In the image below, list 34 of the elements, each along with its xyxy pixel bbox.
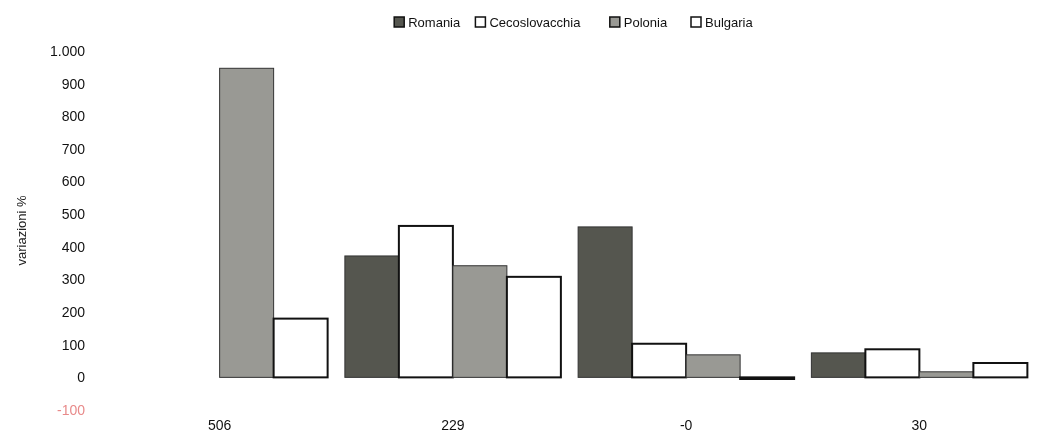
y-tick-label: 200 <box>61 303 86 320</box>
y-tick-label: 500 <box>61 206 86 223</box>
bar <box>219 67 275 378</box>
legend-label: Cecoslovacchia <box>489 14 582 30</box>
bar <box>344 255 400 378</box>
y-tick-label: 0 <box>77 369 86 386</box>
y-tick-label: 400 <box>61 238 86 255</box>
y-tick-label: 600 <box>61 173 86 190</box>
y-tick-label: 100 <box>61 336 86 353</box>
bar <box>864 348 921 379</box>
legend-label: Bulgaria <box>705 14 754 30</box>
y-axis-title: variazioni % <box>14 195 29 266</box>
legend-label: Polonia <box>623 14 668 30</box>
y-tick-label: 700 <box>61 140 86 157</box>
bar <box>452 265 508 378</box>
bar <box>918 371 974 378</box>
x-tick-label: 506 <box>207 417 232 433</box>
y-tick-label: 300 <box>61 271 86 288</box>
legend-label: Romania <box>408 14 461 30</box>
x-tick-label: 30 <box>911 417 928 433</box>
y-tick-label: -100 <box>56 401 86 418</box>
bar <box>505 275 562 379</box>
bar <box>685 354 741 378</box>
x-tick-label: -0 <box>679 417 693 433</box>
bar <box>397 224 454 379</box>
y-tick-label: 800 <box>61 108 86 125</box>
y-tick-label: 900 <box>61 75 86 92</box>
bar <box>577 226 633 378</box>
y-tick-label: 1.000 <box>49 42 86 59</box>
bar <box>631 342 688 379</box>
bar <box>972 362 1029 379</box>
bar <box>810 352 866 378</box>
x-tick-label: 229 <box>441 417 465 433</box>
bar <box>272 317 329 379</box>
